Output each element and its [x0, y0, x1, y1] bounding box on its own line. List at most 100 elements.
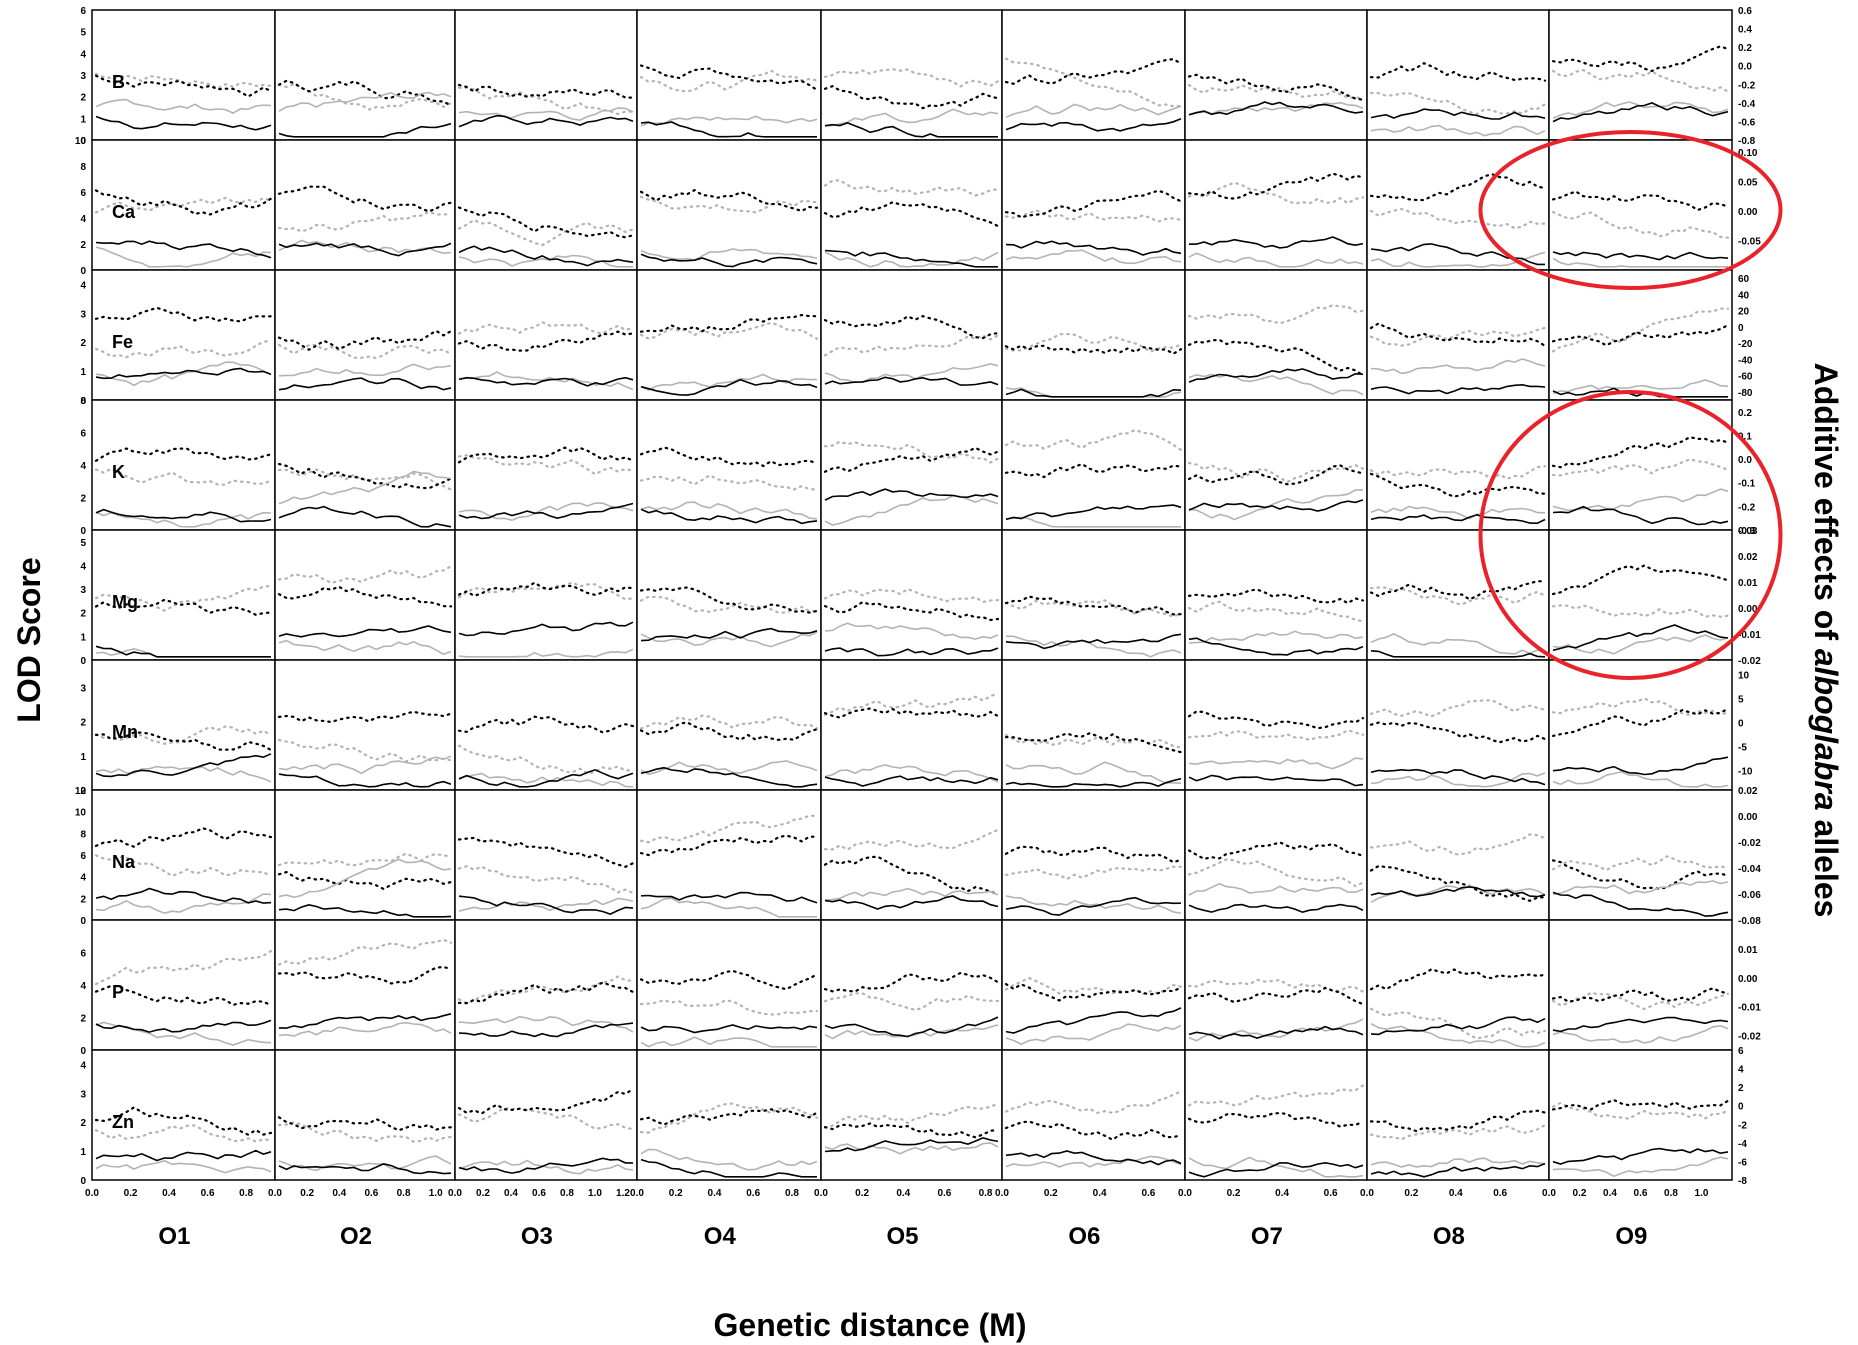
effect-tick-Fe-4: 0	[1738, 323, 1744, 334]
series-lod_a-Fe-O4	[640, 378, 818, 396]
lod-tick-B-0: 0	[80, 136, 86, 147]
effect-tick-Fe-6: 40	[1738, 290, 1750, 301]
series-lod_b-B-O1	[95, 98, 272, 114]
group-label-O5: O5	[886, 1223, 918, 1250]
x-tick-O6-2: 0.4	[1093, 1188, 1107, 1199]
series-effect_b-Fe-O8	[1369, 326, 1547, 347]
series-effect_b-Mn-O7	[1187, 729, 1365, 742]
series-lod_b-Zn-O6	[1005, 1155, 1182, 1168]
series-effect_b-Ca-O5	[823, 179, 1000, 197]
series-lod_b-Na-O9	[1552, 880, 1729, 896]
series-lod_b-Mn-O4	[640, 760, 818, 775]
series-lod_b-Mg-O8	[1370, 633, 1546, 655]
series-effect_a-Ca-O4	[639, 188, 819, 213]
series-effect_a-Zn-O8	[1369, 1109, 1547, 1133]
series-lod_a-Zn-O7	[1188, 1161, 1364, 1178]
series-lod_a-B-O8	[1370, 108, 1546, 120]
panel-Ca-O6	[1001, 139, 1186, 271]
panel-Mg-O1	[91, 529, 276, 661]
series-effect_a-K-O9	[1551, 435, 1730, 469]
x-tick-O4-0: 0.0	[630, 1188, 644, 1199]
series-lod_b-P-O4	[640, 1036, 817, 1048]
panel-Zn-O7	[1184, 1049, 1368, 1181]
lod-tick-Zn-3: 3	[80, 1089, 86, 1100]
panel-Ca-O9	[1548, 139, 1733, 271]
series-effect_a-Na-O2	[277, 870, 453, 891]
series-effect_a-P-O8	[1369, 967, 1547, 991]
x-tick-O8-1: 0.2	[1404, 1188, 1418, 1199]
panel-B-O5	[820, 9, 1003, 141]
x-tick-O1-4: 0.8	[239, 1188, 253, 1199]
series-effect_a-Mg-O7	[1187, 588, 1365, 605]
series-lod_b-Na-O5	[824, 887, 999, 901]
x-tick-O3-4: 0.8	[560, 1188, 574, 1199]
lod-tick-Mn-3: 3	[80, 683, 86, 694]
series-lod_a-Zn-O5	[824, 1136, 999, 1153]
panel-B-O9	[1548, 9, 1733, 141]
series-effect_b-Na-O6	[1004, 865, 1183, 881]
lod-tick-Mn-1: 1	[80, 752, 86, 763]
series-effect_a-P-O7	[1187, 986, 1365, 1006]
effect-tick-K-3: 0.0	[1738, 455, 1752, 466]
series-lod_b-Ca-O1	[95, 246, 272, 268]
series-effect_a-Zn-O4	[639, 1108, 819, 1126]
series-effect_b-Mn-O3	[457, 744, 635, 775]
x-tick-O2-3: 0.6	[364, 1188, 378, 1199]
panel-Ca-O8	[1366, 139, 1550, 271]
effect-tick-Ca-2: 0.05	[1738, 177, 1758, 188]
series-lod_a-Fe-O2	[278, 377, 452, 391]
series-lod_a-K-O9	[1552, 505, 1729, 526]
series-lod_b-B-O5	[824, 108, 999, 127]
series-lod_a-Mn-O6	[1005, 777, 1182, 788]
series-effect_a-K-O4	[639, 446, 819, 468]
x-tick-O3-6: 1.2	[616, 1188, 630, 1199]
panel-grid	[91, 9, 1733, 1181]
series-effect_a-B-O5	[823, 84, 1000, 110]
panel-K-O6	[1001, 399, 1186, 531]
series-lod_a-Na-O9	[1552, 891, 1729, 917]
x-tick-O2-0: 0.0	[268, 1188, 282, 1199]
lod-tick-Mn-0: 0	[80, 786, 86, 797]
series-lod_a-Zn-O6	[1005, 1150, 1182, 1166]
lod-tick-Ca-1: 2	[80, 240, 86, 251]
series-effect_b-B-O5	[823, 68, 1000, 88]
lod-tick-Na-5: 10	[75, 808, 87, 819]
series-effect_b-Na-O8	[1369, 833, 1547, 856]
effect-tick-B-2: -0.4	[1738, 99, 1756, 110]
trait-label-Mn: Mn	[112, 722, 138, 742]
lod-tick-Na-1: 2	[80, 894, 86, 905]
effect-tick-Na-5: 0.02	[1738, 786, 1758, 797]
series-effect_a-P-O2	[277, 965, 453, 985]
series-effect_a-B-O2	[277, 79, 453, 107]
x-tick-O6-3: 0.6	[1141, 1188, 1155, 1199]
effect-tick-Fe-2: -40	[1738, 355, 1753, 366]
lod-tick-B-5: 5	[80, 28, 86, 39]
effect-tick-B-3: -0.2	[1738, 80, 1756, 91]
panel-P-O2	[274, 919, 456, 1051]
series-effect_b-K-O5	[823, 440, 1000, 464]
series-lod_b-Mg-O5	[824, 622, 999, 640]
series-effect_a-Mg-O6	[1004, 595, 1183, 616]
series-effect_a-P-O1	[94, 984, 273, 1007]
x-tick-O5-2: 0.4	[896, 1188, 910, 1199]
panel-P-O5	[820, 919, 1003, 1051]
series-lod_b-Mg-O7	[1188, 630, 1364, 644]
panel-Mn-O5	[820, 659, 1003, 791]
series-lod_a-Fe-O8	[1370, 383, 1546, 395]
y-axis-right-title-suffix: alleles	[1808, 811, 1844, 918]
lod-tick-Ca-3: 6	[80, 188, 86, 199]
series-lod_a-Mg-O9	[1552, 624, 1729, 652]
lod-tick-K-2: 4	[80, 461, 86, 472]
series-effect_b-Mn-O4	[639, 714, 819, 730]
series-effect_a-Ca-O7	[1187, 172, 1365, 200]
series-lod_b-B-O6	[1005, 103, 1182, 119]
series-lod_b-Mn-O5	[824, 764, 999, 783]
effect-tick-K-0: -0.3	[1738, 526, 1756, 537]
series-effect_a-Ca-O3	[457, 206, 635, 239]
panel-Na-O7	[1184, 789, 1368, 921]
group-label-O8: O8	[1433, 1223, 1465, 1250]
series-effect_b-Zn-O8	[1369, 1123, 1547, 1141]
series-lod_a-Na-O6	[1005, 896, 1182, 916]
series-effect_a-K-O1	[94, 447, 273, 462]
series-effect_a-K-O2	[277, 462, 453, 490]
